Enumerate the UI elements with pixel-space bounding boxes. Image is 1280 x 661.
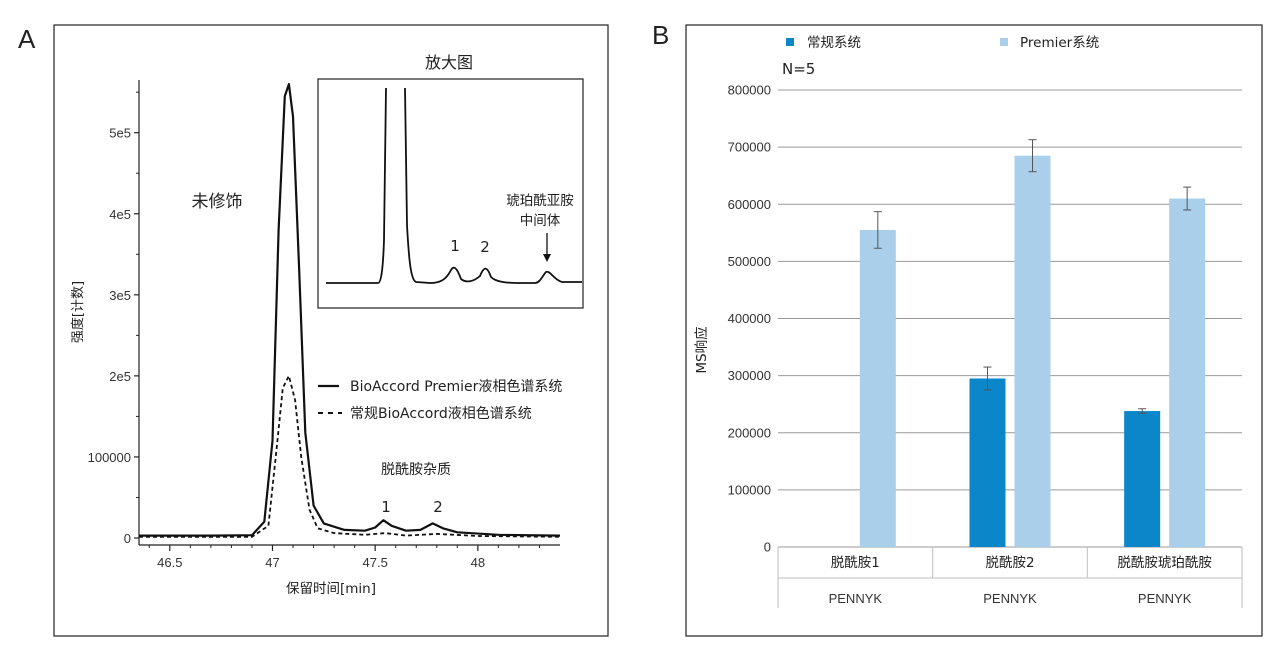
inset-arrow-head [543, 254, 551, 262]
y-tick-label: 4e5 [109, 207, 131, 222]
bar-legend: 常规系统 Premier系统 [786, 35, 1099, 51]
category-label: 脱酰胺琥珀酰胺 [1117, 555, 1212, 571]
bar-y-tick-label: 200000 [728, 425, 771, 440]
peak-label-2: 2 [433, 498, 443, 516]
inset-trace [326, 87, 582, 284]
chromatogram-legend: BioAccord Premier液相色谱系统 常规BioAccord液相色谱系… [318, 378, 562, 422]
bar-marks [859, 139, 1206, 548]
chromatogram-x-label: 保留时间[min] [286, 581, 376, 597]
y-tick-label: 0 [124, 531, 131, 546]
category-label: 脱酰胺1 [831, 555, 880, 571]
group-label: PENNYK [829, 591, 883, 606]
legend-standard-label: 常规BioAccord液相色谱系统 [350, 405, 532, 422]
trace-standard-dashed [139, 375, 561, 538]
legend-premier-swatch [1000, 38, 1008, 46]
legend-standard-swatch [786, 38, 794, 46]
annotation-deamidation-impurity: 脱酰胺杂质 [381, 462, 451, 478]
x-tick-label: 47 [265, 555, 279, 570]
bar-premier-system [859, 229, 896, 548]
panel-b-label: B [652, 20, 669, 50]
bar-y-label: MS响应 [693, 326, 710, 373]
inset-label-intermediate: 中间体 [520, 213, 561, 229]
y-tick-label: 3e5 [109, 288, 131, 303]
trace-premier-solid [139, 83, 561, 537]
inset-label-succinimide: 琥珀酰亚胺 [506, 193, 574, 209]
group-label: PENNYK [1138, 591, 1192, 606]
zoom-inset: 放大图 1 2 琥珀酰亚胺 中间体 [317, 53, 584, 309]
panel-b-frame [685, 24, 1263, 637]
category-table: 脱酰胺1 PENNYK 脱酰胺2 PENNYK 脱酰胺琥珀酰胺 PENNYK [777, 547, 1243, 608]
annotation-unmodified: 未修饰 [192, 192, 243, 212]
inset-peak-2: 2 [480, 238, 490, 256]
bar-y-tick-label: 500000 [728, 254, 771, 269]
bar-y-tick-label: 800000 [728, 83, 771, 98]
y-tick-label: 2e5 [109, 369, 131, 384]
bar-y-tick-label: 0 [764, 540, 771, 555]
bar-premier-system [1169, 198, 1206, 547]
bar-gridlines [778, 89, 1242, 548]
bar-y-tick-label: 600000 [728, 197, 771, 212]
category-label: 脱酰胺2 [985, 555, 1034, 571]
bar-standard-system [969, 378, 1006, 547]
chromatogram-y-ticks: 0 100000 2e5 3e5 4e5 5e5 [88, 91, 139, 546]
panel-a-label: A [18, 24, 36, 54]
legend-premier-system: Premier系统 [1020, 35, 1099, 51]
peak-label-1: 1 [381, 498, 391, 516]
chromatogram-x-ticks: 46.5 47 47.5 48 [148, 545, 540, 570]
x-tick-label: 47.5 [363, 555, 388, 570]
legend-standard-system: 常规系统 [807, 35, 861, 51]
x-tick-label: 48 [471, 555, 485, 570]
group-label: PENNYK [983, 591, 1037, 606]
bar-y-tick-label: 400000 [728, 311, 771, 326]
bar-y-tick-label: 300000 [728, 368, 771, 383]
y-tick-label: 5e5 [109, 126, 131, 141]
x-tick-label: 46.5 [157, 555, 182, 570]
sample-size-note: N=5 [782, 60, 815, 78]
bar-y-ticks: 0 100000 200000 300000 400000 500000 600000 700… [728, 83, 771, 555]
bar-y-tick-label: 700000 [728, 140, 771, 155]
bar-standard-system [1124, 411, 1161, 547]
y-tick-label: 100000 [88, 450, 131, 465]
bar-y-tick-label: 100000 [728, 482, 771, 497]
legend-premier-label: BioAccord Premier液相色谱系统 [350, 378, 562, 395]
inset-title: 放大图 [425, 53, 473, 72]
panel-a-frame [53, 24, 609, 637]
chromatogram-traces [139, 83, 561, 538]
chromatogram-y-label: 强度[计数] [70, 281, 86, 343]
chromatogram-axes [138, 80, 560, 546]
bar-premier-system [1014, 155, 1051, 547]
inset-peak-1: 1 [450, 237, 460, 255]
